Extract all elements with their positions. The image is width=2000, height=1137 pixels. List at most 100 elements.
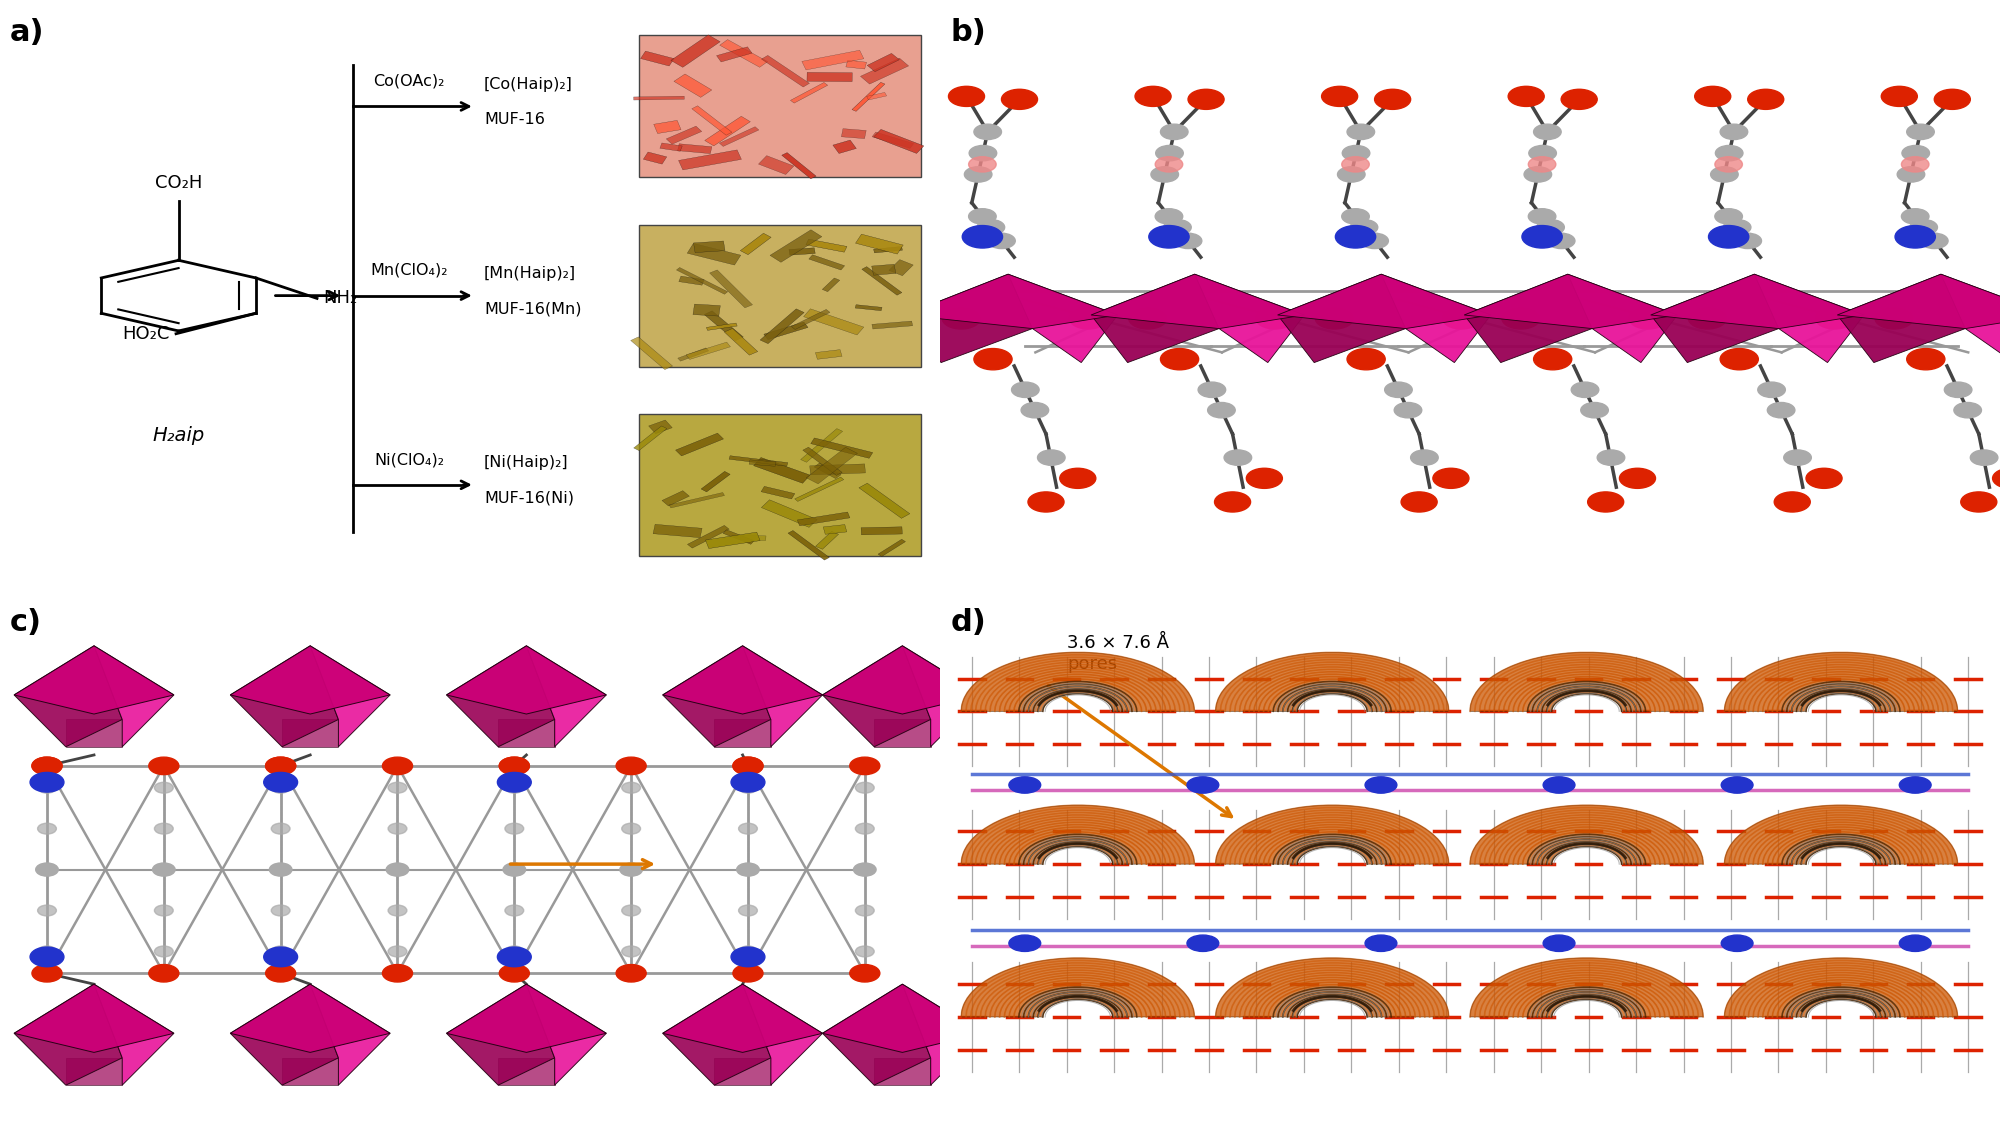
Circle shape	[1522, 225, 1562, 248]
Polygon shape	[498, 1057, 554, 1085]
Circle shape	[1156, 157, 1182, 172]
Polygon shape	[1838, 274, 1966, 363]
Circle shape	[1902, 209, 1928, 224]
Circle shape	[1548, 233, 1574, 249]
Circle shape	[1992, 468, 2000, 489]
Circle shape	[1902, 146, 1930, 160]
Polygon shape	[810, 464, 866, 475]
Polygon shape	[1940, 274, 2000, 363]
Circle shape	[968, 157, 996, 172]
Polygon shape	[1650, 274, 1778, 363]
Polygon shape	[666, 126, 702, 144]
Circle shape	[1374, 90, 1410, 109]
Polygon shape	[640, 51, 674, 66]
Circle shape	[1186, 777, 1218, 794]
Polygon shape	[904, 274, 1118, 329]
Text: [Co(Haip)₂]: [Co(Haip)₂]	[484, 76, 572, 92]
Circle shape	[1902, 157, 1928, 172]
Polygon shape	[806, 447, 858, 484]
Circle shape	[1360, 233, 1388, 249]
Circle shape	[1410, 450, 1438, 465]
Circle shape	[1342, 209, 1370, 224]
Polygon shape	[810, 438, 872, 458]
Polygon shape	[662, 491, 690, 506]
Circle shape	[962, 225, 1002, 248]
Polygon shape	[806, 239, 846, 252]
Circle shape	[738, 864, 758, 875]
Polygon shape	[230, 985, 390, 1053]
Polygon shape	[634, 97, 684, 100]
Circle shape	[504, 864, 524, 875]
Circle shape	[1246, 468, 1282, 489]
Circle shape	[272, 946, 290, 957]
Polygon shape	[842, 128, 866, 139]
Circle shape	[148, 757, 178, 774]
Polygon shape	[788, 248, 816, 255]
Polygon shape	[878, 539, 906, 556]
Polygon shape	[230, 646, 338, 747]
Text: b): b)	[950, 18, 986, 47]
Circle shape	[1224, 450, 1252, 465]
Polygon shape	[754, 457, 810, 483]
Polygon shape	[846, 60, 866, 69]
FancyBboxPatch shape	[640, 414, 922, 556]
Text: NH₂: NH₂	[324, 290, 358, 307]
Circle shape	[1806, 468, 1842, 489]
Polygon shape	[762, 500, 818, 528]
Polygon shape	[688, 525, 730, 548]
Text: MUF-16(Mn): MUF-16(Mn)	[484, 301, 582, 316]
Circle shape	[974, 349, 1012, 370]
Polygon shape	[1724, 653, 1958, 712]
Circle shape	[498, 772, 532, 792]
Polygon shape	[654, 524, 702, 538]
Polygon shape	[676, 267, 728, 294]
Circle shape	[1580, 402, 1608, 418]
Circle shape	[1534, 124, 1562, 140]
Circle shape	[1156, 209, 1182, 224]
Circle shape	[1960, 492, 1996, 512]
Circle shape	[968, 209, 996, 224]
Circle shape	[272, 823, 290, 835]
Circle shape	[38, 905, 56, 916]
Circle shape	[148, 964, 178, 982]
Polygon shape	[816, 349, 842, 359]
Circle shape	[1348, 349, 1386, 370]
Circle shape	[1208, 402, 1236, 418]
Circle shape	[1724, 219, 1750, 235]
Circle shape	[1588, 492, 1624, 512]
Text: H₂aip: H₂aip	[152, 425, 204, 445]
Circle shape	[38, 782, 56, 794]
Circle shape	[1148, 225, 1190, 248]
Polygon shape	[230, 646, 390, 714]
Circle shape	[1336, 225, 1376, 248]
Circle shape	[616, 757, 646, 774]
Polygon shape	[714, 720, 770, 747]
Circle shape	[850, 964, 880, 982]
Circle shape	[1022, 402, 1048, 418]
Polygon shape	[94, 646, 174, 747]
Circle shape	[1508, 86, 1544, 107]
Polygon shape	[1724, 805, 1958, 864]
Circle shape	[1628, 308, 1668, 329]
Circle shape	[272, 864, 290, 875]
Polygon shape	[310, 646, 390, 747]
Polygon shape	[800, 429, 842, 463]
Circle shape	[30, 772, 64, 792]
Circle shape	[1174, 233, 1202, 249]
Polygon shape	[872, 264, 896, 275]
Circle shape	[270, 863, 292, 877]
Circle shape	[1348, 124, 1374, 140]
Polygon shape	[1278, 274, 1490, 329]
Polygon shape	[740, 536, 766, 540]
Circle shape	[1214, 492, 1250, 512]
Polygon shape	[808, 255, 844, 269]
Text: Mn(ClO₄)₂: Mn(ClO₄)₂	[370, 263, 448, 277]
Polygon shape	[822, 277, 840, 292]
Circle shape	[1384, 382, 1412, 398]
Polygon shape	[856, 305, 882, 310]
Circle shape	[854, 863, 876, 877]
Circle shape	[1720, 349, 1758, 370]
Circle shape	[856, 823, 874, 835]
Polygon shape	[282, 720, 338, 747]
Polygon shape	[670, 35, 720, 67]
